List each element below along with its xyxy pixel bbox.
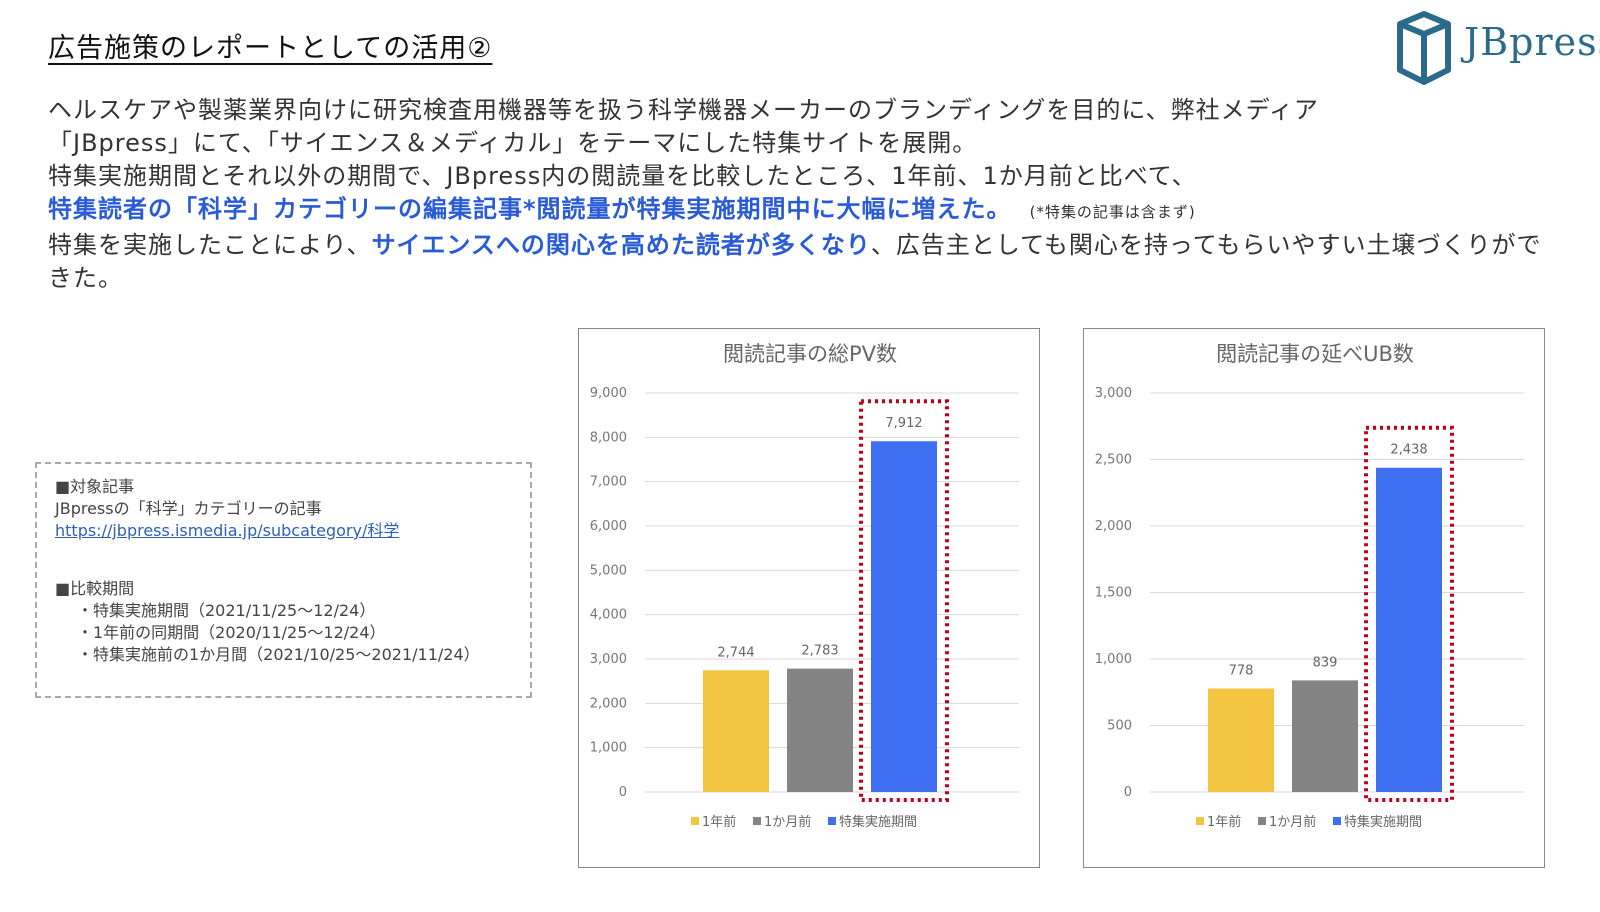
y-tick-label: 0	[1124, 785, 1132, 800]
bar-1年前	[703, 670, 769, 792]
y-tick-label: 1,000	[590, 741, 627, 756]
y-tick-label: 4,000	[590, 608, 627, 623]
info-box: ■対象記事 JBpressの「科学」カテゴリーの記事 https://jbpre…	[35, 462, 532, 698]
bar-1か月前	[787, 668, 853, 792]
highlight-text-2: サイエンスへの関心を高めた読者が多くなり	[371, 231, 871, 259]
page-title: 広告施策のレポートとしての活用②	[48, 33, 493, 64]
cube-logo-icon	[1397, 11, 1451, 85]
legend-swatch	[828, 817, 836, 825]
bar-特集実施期間	[1376, 467, 1442, 792]
line5-pre: 特集を実施したことにより、	[48, 231, 372, 259]
legend-label: 1か月前	[1269, 814, 1316, 830]
bar-1年前	[1208, 688, 1274, 792]
description-line-1: ヘルスケアや製薬業界向けに研究検査用機器等を扱う科学機器メーカーのブランディング…	[48, 96, 1319, 124]
category-link[interactable]: https://jbpress.ismedia.jp/subcategory/科…	[55, 521, 400, 540]
chart-title: 閲読記事の総PV数	[723, 342, 897, 366]
highlight-text-1: 特集読者の「科学」カテゴリーの編集記事*閲読量が特集実施期間中に大幅に増えた。	[48, 195, 1012, 223]
y-tick-label: 1,500	[1095, 586, 1132, 601]
description-line-2: 「JBpress」にて、「サイエンス＆メディカル」をテーマにした特集サイトを展開…	[48, 129, 978, 157]
legend-swatch	[1258, 817, 1266, 825]
footnote: (*特集の記事は含まず)	[1029, 203, 1196, 221]
y-tick-label: 3,000	[1095, 386, 1132, 401]
pv-chart-panel: 閲読記事の総PV数 0 1,000 2,000 3,000 4,000 5,000 6,000…	[578, 328, 1040, 868]
data-label: 839	[1313, 655, 1338, 670]
highlight-box	[1364, 425, 1454, 802]
y-tick-label: 6,000	[590, 519, 627, 534]
bar-特集実施期間	[871, 441, 937, 792]
data-label: 7,912	[885, 416, 922, 431]
highlight-box	[859, 399, 949, 802]
jbpress-logo[interactable]: JBpress	[1392, 10, 1600, 86]
data-label: 2,783	[801, 644, 838, 659]
period-item: ・特集実施前の1か月間（2021/10/25～2021/11/24）	[77, 645, 480, 664]
data-label: 2,438	[1390, 443, 1427, 458]
description: ヘルスケアや製薬業界向けに研究検査用機器等を扱う科学機器メーカーのブランディング…	[48, 94, 1558, 295]
line5-post: 、広告主としても関心を持ってもらいやすい土壌づくりができた。	[48, 231, 1542, 292]
legend-swatch	[1196, 817, 1204, 825]
y-tick-label: 7,000	[590, 475, 627, 490]
y-tick-label: 0	[619, 785, 627, 800]
y-tick-label: 2,500	[1095, 453, 1132, 468]
y-tick-label: 500	[1107, 719, 1132, 734]
chart-title: 閲読記事の延べUB数	[1216, 342, 1414, 366]
y-tick-label: 2,000	[1095, 519, 1132, 534]
ub-chart-panel: 閲読記事の延べUB数 0 500 1,000 1,500 2,000 2,500 3,000 7…	[1083, 328, 1545, 868]
y-tick-label: 5,000	[590, 563, 627, 578]
y-tick-label: 8,000	[590, 430, 627, 445]
legend-swatch	[691, 817, 699, 825]
y-tick-label: 2,000	[590, 696, 627, 711]
logo-text: JBpress	[1464, 20, 1600, 64]
data-label: 778	[1229, 664, 1254, 679]
target-heading: ■対象記事	[55, 477, 135, 496]
period-heading: ■比較期間	[55, 579, 135, 598]
target-description: JBpressの「科学」カテゴリーの記事	[55, 499, 322, 518]
y-tick-label: 3,000	[590, 652, 627, 667]
pv-bar-chart: 閲読記事の総PV数 0 1,000 2,000 3,000 4,000 5,000 6,000…	[590, 342, 1019, 830]
ub-bar-chart: 閲読記事の延べUB数 0 500 1,000 1,500 2,000 2,500 3,000 7…	[1095, 342, 1524, 830]
description-line-3: 特集実施期間とそれ以外の期間で、JBpress内の閲読量を比較したところ、1年前…	[48, 162, 1197, 190]
legend-label: 1年前	[702, 814, 736, 830]
legend-label: 特集実施期間	[839, 814, 917, 830]
description-line-5: 特集を実施したことにより、サイエンスへの関心を高めた読者が多くなり、広告主として…	[48, 229, 1558, 295]
legend-swatch	[753, 817, 761, 825]
period-item: ・1年前の同期間（2020/11/25～12/24）	[77, 623, 386, 642]
legend-label: 特集実施期間	[1344, 814, 1422, 830]
legend-label: 1年前	[1207, 814, 1241, 830]
data-label: 2,744	[717, 645, 754, 660]
y-tick-label: 9,000	[590, 386, 627, 401]
description-line-4: 特集読者の「科学」カテゴリーの編集記事*閲読量が特集実施期間中に大幅に増えた。 (…	[48, 193, 1558, 229]
y-tick-label: 1,000	[1095, 652, 1132, 667]
period-item: ・特集実施期間（2021/11/25～12/24）	[77, 601, 376, 620]
legend-label: 1か月前	[764, 814, 811, 830]
legend-swatch	[1333, 817, 1341, 825]
bar-1か月前	[1292, 680, 1358, 792]
